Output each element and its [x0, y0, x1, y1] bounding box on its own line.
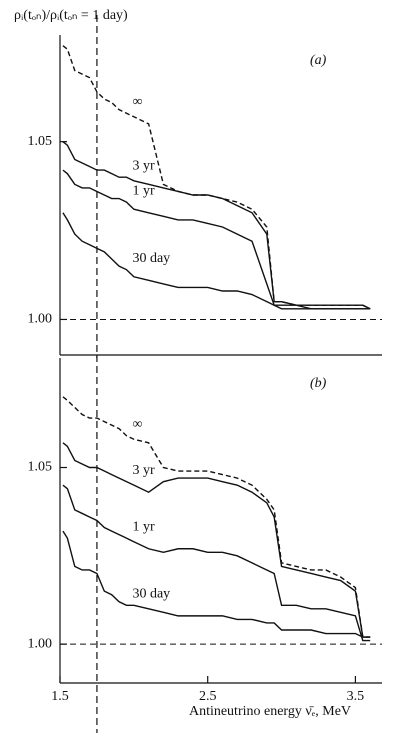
curve — [62, 484, 371, 642]
curve-label: ∞ — [132, 417, 142, 432]
y-tick-label: 1.05 — [28, 460, 53, 475]
x-tick-label: 2.5 — [199, 689, 217, 704]
curve-label: ∞ — [132, 94, 142, 109]
panel-label: (a) — [310, 53, 327, 68]
curve-label: 1 yr — [132, 183, 155, 198]
x-tick-label: 1.5 — [51, 689, 69, 704]
curve — [62, 442, 371, 638]
curve-label: 30 day — [132, 251, 170, 266]
curve — [62, 530, 371, 638]
panel-label: (b) — [310, 376, 327, 391]
curve — [62, 141, 371, 310]
y-tick-label: 1.05 — [28, 134, 53, 149]
curve — [62, 169, 371, 310]
x-axis-label: Antineutrino energy ν̄ₑ, MeV — [189, 704, 351, 719]
y-tick-label: 1.00 — [28, 636, 53, 651]
curve-label: 1 yr — [132, 519, 155, 534]
curve — [62, 396, 371, 638]
curve — [62, 212, 371, 310]
curve — [62, 45, 371, 310]
curve-label: 30 day — [132, 587, 170, 602]
curve-label: 3 yr — [132, 463, 155, 478]
y-axis-label: ρᵢ(tₒₙ)/ρᵢ(tₒₙ = 1 day) — [14, 8, 128, 23]
x-tick-label: 3.5 — [347, 689, 365, 704]
curve-label: 3 yr — [132, 158, 155, 173]
y-tick-label: 1.00 — [28, 312, 53, 327]
